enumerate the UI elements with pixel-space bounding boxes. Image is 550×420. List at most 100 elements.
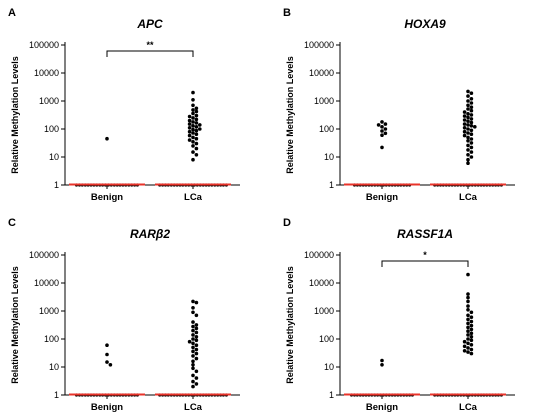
data-point: [194, 136, 199, 141]
data-point: [466, 135, 470, 140]
x-tick-label: Benign: [366, 402, 398, 413]
data-point: [469, 335, 474, 339]
significance-marker: *: [423, 250, 427, 260]
data-point: [469, 145, 474, 150]
data-point: [466, 272, 470, 277]
data-point: [462, 118, 467, 122]
data-point: [191, 90, 195, 95]
y-tick-label: 10000: [309, 68, 334, 78]
panel-b: B HOXA9 Relative Methylation Levels 1 10 100 1…: [275, 0, 550, 210]
data-point: [466, 157, 470, 162]
data-point: [198, 127, 202, 131]
data-point: [194, 141, 199, 146]
data-point: [469, 113, 474, 117]
data-point: [380, 133, 384, 137]
data-point: [194, 132, 199, 136]
data-point: [105, 343, 109, 347]
data-point: [466, 333, 470, 337]
y-axis-label: Relative Methylation Levels: [285, 56, 295, 174]
data-point: [191, 345, 195, 350]
data-point: [466, 107, 470, 111]
data-point: [191, 124, 195, 128]
data-point: [466, 299, 470, 304]
data-point: [194, 376, 199, 380]
data-point: [194, 121, 199, 125]
data-point: [469, 323, 474, 328]
data-point: [194, 382, 199, 386]
chart-title: APC: [136, 17, 163, 31]
data-point: [194, 113, 199, 118]
data-point: [466, 313, 470, 318]
data-point: [194, 153, 199, 157]
panel-letter: B: [283, 7, 291, 19]
data-point: [187, 118, 192, 123]
data-point: [194, 128, 199, 133]
data-point: [462, 110, 467, 114]
data-point: [191, 320, 195, 324]
data-point: [469, 319, 474, 324]
data-point: [466, 112, 470, 116]
panel-letter: D: [283, 217, 291, 229]
data-point: [380, 358, 384, 363]
data-point: [191, 359, 195, 364]
data-point: [380, 363, 384, 367]
data-point: [466, 103, 470, 108]
data-point: [466, 304, 470, 308]
data-point: [191, 299, 195, 304]
data-point: [380, 120, 384, 124]
data-point: [466, 148, 470, 152]
data-point: [469, 310, 474, 315]
data-point: [191, 333, 195, 337]
data-point: [469, 101, 474, 105]
data-point: [191, 341, 195, 346]
y-axis-label: Relative Methylation Levels: [10, 266, 20, 384]
data-point: [194, 369, 199, 374]
y-axis-label: Relative Methylation Levels: [10, 56, 20, 174]
data-point: [191, 384, 195, 389]
y-tick-label: 100000: [304, 250, 334, 260]
y-tick-label: 1000: [39, 96, 59, 106]
data-point: [469, 315, 474, 319]
data-point: [462, 344, 467, 349]
panel-letter: C: [8, 217, 16, 229]
data-point: [194, 125, 199, 129]
data-point: [383, 127, 388, 131]
data-point: [462, 349, 467, 353]
y-tick-label: 1: [329, 390, 334, 400]
data-point: [462, 122, 467, 126]
data-point: [191, 103, 195, 108]
significance-bracket: [106, 50, 194, 57]
data-point: [469, 331, 474, 336]
chart-rassf1a: D RASSF1A Relative Methylation Levels 1 10 10…: [283, 217, 515, 413]
data-point: [191, 157, 195, 162]
data-point: [191, 324, 195, 329]
data-point: [194, 323, 199, 327]
significance-marker: **: [146, 40, 154, 50]
data-point: [469, 117, 474, 121]
y-tick-label: 10: [324, 362, 334, 372]
y-tick-label: 1000: [39, 306, 59, 316]
chart-rarb2: C RARβ2 Relative Methylation Levels 1 10 100 1…: [8, 217, 240, 413]
data-point: [469, 141, 474, 145]
data-point: [191, 354, 195, 358]
data-point: [191, 140, 195, 144]
data-point: [194, 338, 199, 343]
data-point: [466, 350, 470, 354]
data-point: [466, 295, 470, 300]
y-tick-label: 100: [319, 124, 334, 134]
data-point: [466, 94, 470, 98]
y-tick-label: 10: [49, 362, 59, 372]
data-point: [466, 139, 470, 143]
data-point: [462, 133, 467, 138]
data-point: [380, 145, 384, 150]
data-point: [466, 127, 470, 131]
data-point: [191, 363, 195, 367]
data-point: [191, 349, 195, 354]
data-point: [469, 351, 474, 356]
data-point: [108, 363, 113, 367]
data-point: [194, 117, 199, 122]
x-tick-label: Benign: [91, 192, 123, 203]
data-point: [469, 155, 474, 159]
data-point: [466, 329, 470, 333]
y-axis-label: Relative Methylation Levels: [285, 266, 295, 384]
